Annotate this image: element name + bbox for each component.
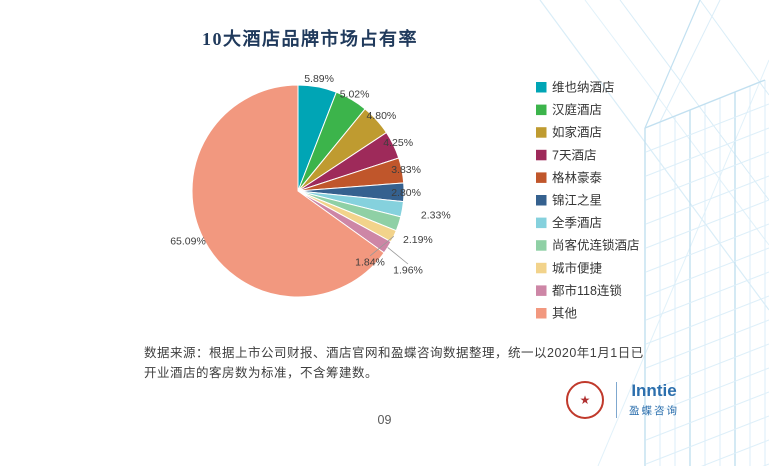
legend-swatch bbox=[536, 262, 547, 274]
legend-label: 尚客优连锁酒店 bbox=[552, 238, 640, 253]
sketch-line bbox=[659, 0, 721, 123]
legend-label: 都市118连锁 bbox=[552, 283, 622, 298]
sketch-line bbox=[645, 103, 769, 153]
label-leader-line bbox=[387, 247, 409, 265]
pie-label: 2.33% bbox=[421, 210, 451, 222]
sketch-line bbox=[645, 199, 769, 249]
sketch-line bbox=[597, 59, 769, 466]
sketch-line bbox=[644, 79, 766, 129]
pie-label: 1.96% bbox=[393, 265, 423, 277]
legend-label: 格林豪泰 bbox=[552, 170, 603, 185]
legend-swatch bbox=[536, 285, 547, 296]
sketch-line bbox=[645, 127, 769, 177]
sketch-line bbox=[645, 175, 769, 225]
label-leader-line bbox=[369, 235, 395, 257]
logo-divider bbox=[616, 382, 617, 418]
legend-swatch bbox=[536, 82, 547, 93]
sketch-line bbox=[645, 247, 769, 297]
legend-label: 全季酒店 bbox=[552, 215, 602, 230]
pie-label: 2.19% bbox=[403, 234, 433, 246]
brand-name: Inntie bbox=[631, 381, 677, 401]
legend-swatch bbox=[536, 195, 547, 206]
sketch-line bbox=[645, 391, 769, 441]
legend-label: 锦江之星 bbox=[552, 194, 602, 208]
sketch-line bbox=[645, 151, 769, 201]
legend-swatch bbox=[536, 127, 547, 138]
pie-label: 65.09% bbox=[170, 236, 206, 248]
pie-label: 5.89% bbox=[304, 73, 334, 85]
brand-logo: Inntie 盈蝶咨询 bbox=[629, 381, 679, 418]
legend-swatch bbox=[536, 172, 547, 183]
chart-title: 10大酒店品牌市场占有率 bbox=[202, 29, 418, 49]
pie-label: 4.80% bbox=[367, 110, 397, 122]
sketch-line bbox=[645, 343, 769, 393]
legend-label: 汉庭酒店 bbox=[552, 102, 602, 117]
legend-label: 城市便捷 bbox=[552, 260, 603, 275]
sketch-line bbox=[645, 319, 769, 369]
sketch-line bbox=[645, 367, 769, 417]
pie-slice-10 bbox=[191, 84, 385, 298]
sketch-line bbox=[645, 271, 769, 321]
legend-swatch bbox=[536, 240, 547, 251]
legend-label: 维也纳酒店 bbox=[552, 81, 615, 95]
sketch-line bbox=[700, 439, 769, 466]
pie-label: 2.80% bbox=[391, 187, 421, 199]
sketch-line bbox=[539, 0, 769, 311]
sketch-line bbox=[645, 295, 769, 345]
sketch-line bbox=[699, 0, 769, 96]
legend-swatch bbox=[536, 149, 547, 161]
legend-swatch bbox=[536, 104, 547, 116]
sketch-line bbox=[584, 0, 769, 246]
page-number: 09 bbox=[377, 413, 392, 427]
pie-label: 3.83% bbox=[391, 164, 421, 176]
legend-swatch bbox=[536, 217, 547, 229]
footer-logos: ★ Inntie 盈蝶咨询 bbox=[566, 381, 679, 419]
legend-label: 其他 bbox=[552, 307, 578, 321]
sketch-line bbox=[644, 0, 701, 129]
legend-label: 如家酒店 bbox=[552, 125, 602, 140]
seal-star-icon: ★ bbox=[579, 393, 591, 407]
red-seal-logo: ★ bbox=[566, 381, 604, 419]
pie-label: 4.25% bbox=[383, 137, 413, 149]
sketch-line bbox=[645, 223, 769, 273]
pie-label: 5.02% bbox=[340, 88, 370, 100]
brand-subtitle: 盈蝶咨询 bbox=[629, 404, 679, 417]
legend-swatch bbox=[536, 308, 547, 319]
pie-label: 1.84% bbox=[355, 257, 385, 269]
legend-label: 7天酒店 bbox=[552, 148, 596, 162]
sketch-line bbox=[645, 415, 769, 465]
source-note: 数据来源：根据上市公司财报、酒店官网和盈蝶咨询数据整理，统一以2020年1月1日… bbox=[144, 346, 644, 380]
sketch-line bbox=[619, 0, 769, 201]
